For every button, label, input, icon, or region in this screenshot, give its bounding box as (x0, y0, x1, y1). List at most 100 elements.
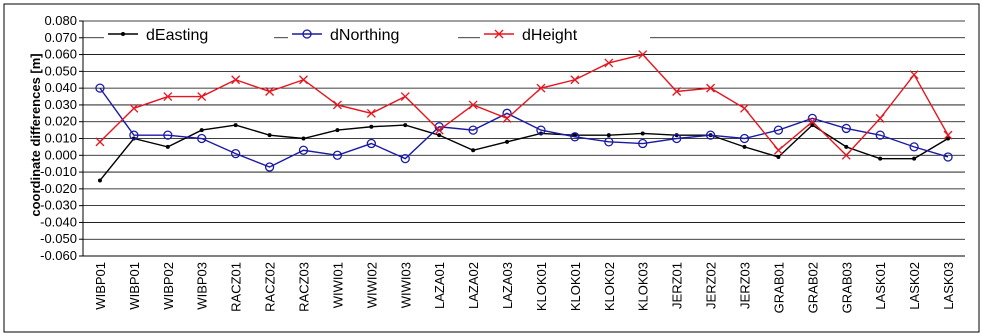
x-tick-label: WIBP03 (195, 262, 210, 310)
point-marker (604, 137, 614, 147)
point-marker (909, 70, 919, 80)
point-marker (739, 133, 750, 144)
x-tick-label: LASK03 (941, 262, 956, 310)
point-marker (95, 137, 105, 147)
x-tick-label: RACZ02 (263, 262, 278, 312)
y-tick-label: 0.080 (44, 13, 77, 28)
x-tick-label: GRAB03 (839, 262, 854, 313)
point-marker (165, 144, 170, 149)
x-tick-label: WIBP01 (127, 262, 142, 310)
point-marker (536, 83, 546, 93)
x-tick-label: JERZ01 (670, 262, 685, 309)
y-tick-label: -0.040 (40, 214, 77, 229)
legend-item: dNorthing (288, 24, 458, 44)
point-marker (536, 125, 546, 135)
point-marker (163, 92, 173, 101)
y-tick-label: 0.040 (44, 80, 77, 95)
point-marker (494, 29, 504, 39)
x-tick-label: WIBP02 (161, 262, 176, 310)
x-tick-label: LASK01 (873, 262, 888, 310)
point-marker (946, 136, 951, 141)
legend-background (288, 24, 458, 44)
point-marker (640, 131, 645, 136)
point-marker (366, 108, 376, 118)
point-marker (265, 87, 275, 96)
x-tick-label: LAZA02 (466, 262, 481, 309)
y-tick-label: 0.030 (44, 97, 77, 112)
x-tick-label: WIWI01 (330, 262, 345, 308)
point-marker (844, 144, 849, 149)
series-line (99, 53, 949, 157)
point-marker (400, 153, 410, 164)
x-tick-label: WIWI03 (398, 262, 413, 308)
point-marker (672, 133, 682, 144)
point-marker (841, 123, 851, 134)
x-tick-label: KLOK02 (602, 262, 617, 311)
point-marker (875, 113, 885, 123)
point-marker (197, 133, 207, 144)
point-marker (502, 113, 512, 123)
legend-background (480, 24, 650, 44)
legend-background (104, 24, 274, 44)
point-marker (740, 103, 749, 113)
point-marker (943, 152, 953, 162)
point-marker (471, 148, 476, 153)
legend-item: dHeight (480, 24, 650, 44)
point-marker (468, 100, 478, 110)
point-marker (95, 83, 105, 93)
point-marker (121, 32, 125, 36)
y-tick-label: -0.060 (40, 248, 77, 263)
point-marker (638, 138, 648, 149)
point-marker (332, 100, 342, 110)
x-tick-label: RACZ01 (229, 262, 244, 312)
point-marker (163, 130, 173, 140)
x-tick-label: LAZA03 (500, 262, 515, 309)
x-axis: WIBP01 WIBP01 WIBP02 WIBP03 RACZ01 RACZ02 RACZ… (93, 262, 956, 313)
point-marker (909, 142, 919, 152)
series-line (99, 87, 949, 168)
point-marker (97, 178, 102, 183)
point-marker (706, 83, 716, 93)
point-marker (332, 150, 343, 160)
point-marker (604, 58, 614, 68)
point-marker (434, 125, 444, 135)
point-marker (570, 132, 580, 142)
point-marker (267, 133, 272, 138)
point-marker (197, 92, 207, 101)
y-tick-label: 0.000 (44, 147, 77, 162)
point-marker (231, 75, 241, 85)
legend: dEasting dNorthing dHeight (104, 24, 650, 44)
point-marker (505, 139, 510, 144)
gridlines (83, 20, 965, 257)
legend-label: dHeight (522, 27, 578, 44)
series-dHeight (95, 50, 953, 160)
x-tick-label: JERZ03 (738, 262, 753, 309)
point-marker (403, 123, 408, 128)
y-tick-label: 0.050 (44, 63, 77, 78)
point-marker (606, 133, 611, 138)
point-marker (502, 108, 512, 118)
point-marker (437, 133, 442, 138)
point-marker (943, 130, 953, 140)
point-marker (773, 145, 783, 155)
chart-border (3, 3, 980, 333)
legend-item: dEasting (104, 24, 274, 44)
point-marker (638, 50, 648, 60)
x-tick-label: KLOK03 (636, 262, 651, 311)
x-tick-label: KLOK01 (534, 262, 549, 311)
series-dNorthing (95, 83, 953, 172)
y-tick-label: 0.070 (44, 30, 77, 45)
x-tick-label: GRAB01 (771, 262, 786, 313)
point-marker (299, 75, 308, 85)
point-marker (878, 156, 883, 161)
point-marker (366, 138, 376, 149)
point-marker (400, 92, 410, 101)
point-marker (570, 75, 580, 85)
y-tick-label: -0.010 (40, 164, 77, 179)
point-marker (199, 128, 204, 133)
x-tick-label: GRAB02 (805, 262, 820, 313)
point-marker (369, 124, 374, 129)
y-tick-label: 0.060 (44, 47, 77, 62)
